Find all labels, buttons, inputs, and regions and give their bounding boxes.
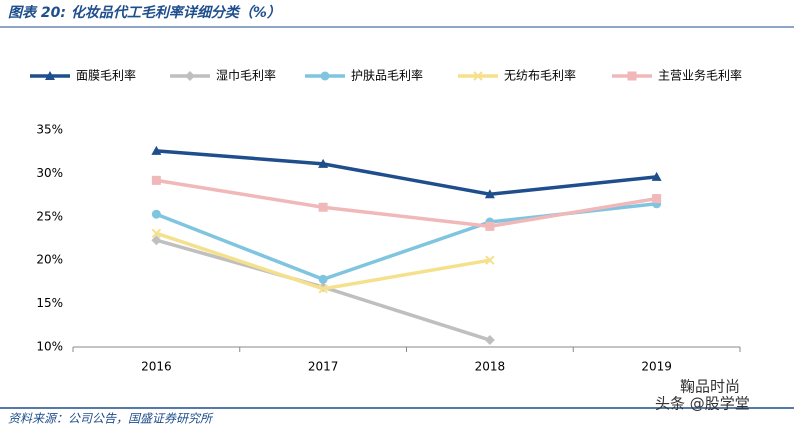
marker [484, 189, 495, 199]
legend-label: 主营业务毛利率 [658, 68, 742, 83]
legend-label: 湿巾毛利率 [216, 68, 276, 83]
marker [627, 71, 637, 81]
source: 资料来源：公司公告，国盛证券研究所 [8, 412, 214, 426]
series-line [156, 178, 657, 229]
marker [318, 158, 329, 168]
y-tick-label: 30% [36, 166, 63, 180]
marker [652, 194, 662, 204]
marker [485, 221, 495, 231]
x-tick-label: 2018 [475, 360, 506, 374]
legend-label: 面膜毛利率 [76, 68, 136, 83]
marker [651, 171, 662, 181]
legend-label: 无纺布毛利率 [504, 68, 576, 83]
series-line [156, 149, 657, 196]
marker [151, 175, 161, 185]
y-tick-label: 20% [36, 253, 63, 267]
watermark: 头条 @股学堂 [655, 395, 750, 413]
watermark: 鞠品时尚 [680, 378, 740, 396]
marker [485, 255, 495, 265]
marker [320, 71, 330, 81]
chart-title: 图表 20: 化妆品代工毛利率详细分类（%） [8, 4, 281, 21]
marker [151, 209, 161, 219]
marker [151, 228, 162, 238]
x-tick-label: 2017 [308, 360, 339, 374]
y-tick-label: 15% [36, 296, 63, 310]
y-tick-label: 10% [36, 340, 63, 354]
marker [484, 335, 495, 346]
legend-label: 护肤品毛利率 [351, 68, 423, 83]
marker [151, 145, 162, 155]
marker [151, 235, 162, 246]
x-tick-label: 2016 [141, 360, 172, 374]
marker [473, 71, 483, 81]
marker [45, 71, 55, 80]
y-tick-label: 35% [36, 123, 63, 137]
marker [318, 274, 328, 284]
x-tick-label: 2019 [641, 360, 672, 374]
marker [185, 71, 195, 81]
marker [318, 202, 328, 212]
y-tick-label: 25% [36, 209, 63, 223]
marker [318, 284, 328, 294]
